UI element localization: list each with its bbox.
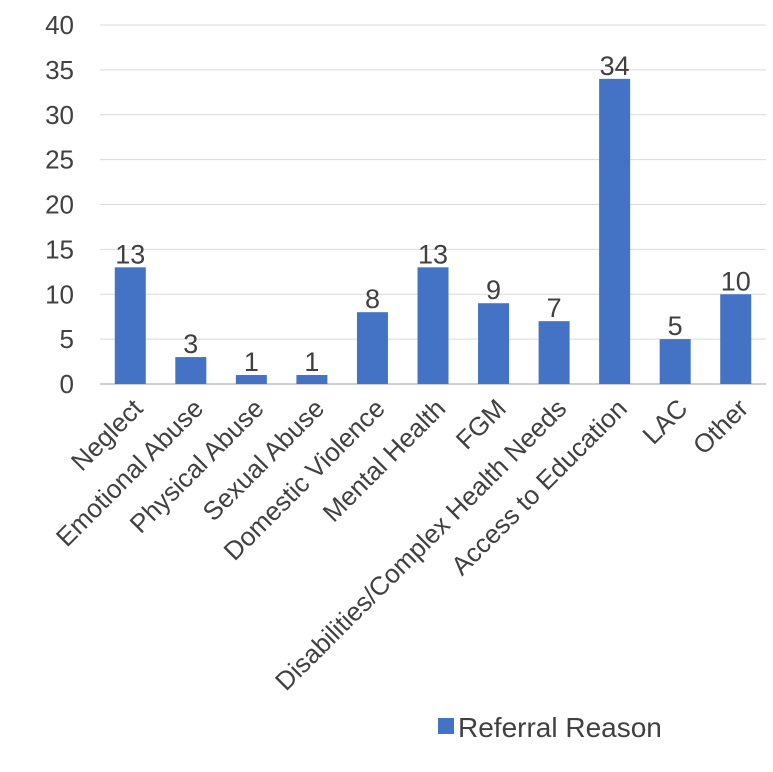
bar <box>296 375 328 384</box>
y-tick-label: 30 <box>45 100 74 130</box>
data-labels: 13 3 1 1 8 13 9 7 34 5 10 <box>115 51 751 377</box>
y-tick-label: 25 <box>45 145 74 175</box>
bar <box>235 375 267 384</box>
data-label: 3 <box>183 329 198 359</box>
data-label: 1 <box>244 347 259 377</box>
bar <box>175 357 207 384</box>
data-label: 13 <box>115 239 145 269</box>
y-axis-ticks: 0 5 10 15 20 25 30 35 40 <box>45 10 74 399</box>
legend-swatch <box>438 718 454 734</box>
data-label: 9 <box>486 275 501 305</box>
data-label: 34 <box>600 51 630 81</box>
x-tick-label: Other <box>687 393 754 460</box>
data-label: 7 <box>547 293 562 323</box>
bar <box>114 267 146 384</box>
y-tick-label: 35 <box>45 55 74 85</box>
y-tick-label: 5 <box>60 324 74 354</box>
gridlines <box>100 24 766 385</box>
legend-label: Referral Reason <box>458 712 662 743</box>
bar <box>417 267 449 384</box>
y-tick-label: 0 <box>60 369 74 399</box>
y-tick-label: 40 <box>45 10 74 40</box>
bars <box>114 78 752 384</box>
bar <box>659 339 691 384</box>
legend: Referral Reason <box>438 712 662 743</box>
data-label: 8 <box>365 284 380 314</box>
y-tick-label: 15 <box>45 234 74 264</box>
bar <box>720 294 752 384</box>
x-tick-label: LAC <box>636 393 693 450</box>
data-label: 10 <box>721 266 751 296</box>
data-label: 5 <box>668 311 683 341</box>
bar <box>356 312 388 384</box>
y-tick-label: 20 <box>45 190 74 220</box>
data-label: 1 <box>304 347 319 377</box>
bar <box>599 78 631 384</box>
bar <box>538 321 570 384</box>
data-label: 13 <box>418 239 448 269</box>
bar <box>478 303 510 384</box>
y-tick-label: 10 <box>45 279 74 309</box>
